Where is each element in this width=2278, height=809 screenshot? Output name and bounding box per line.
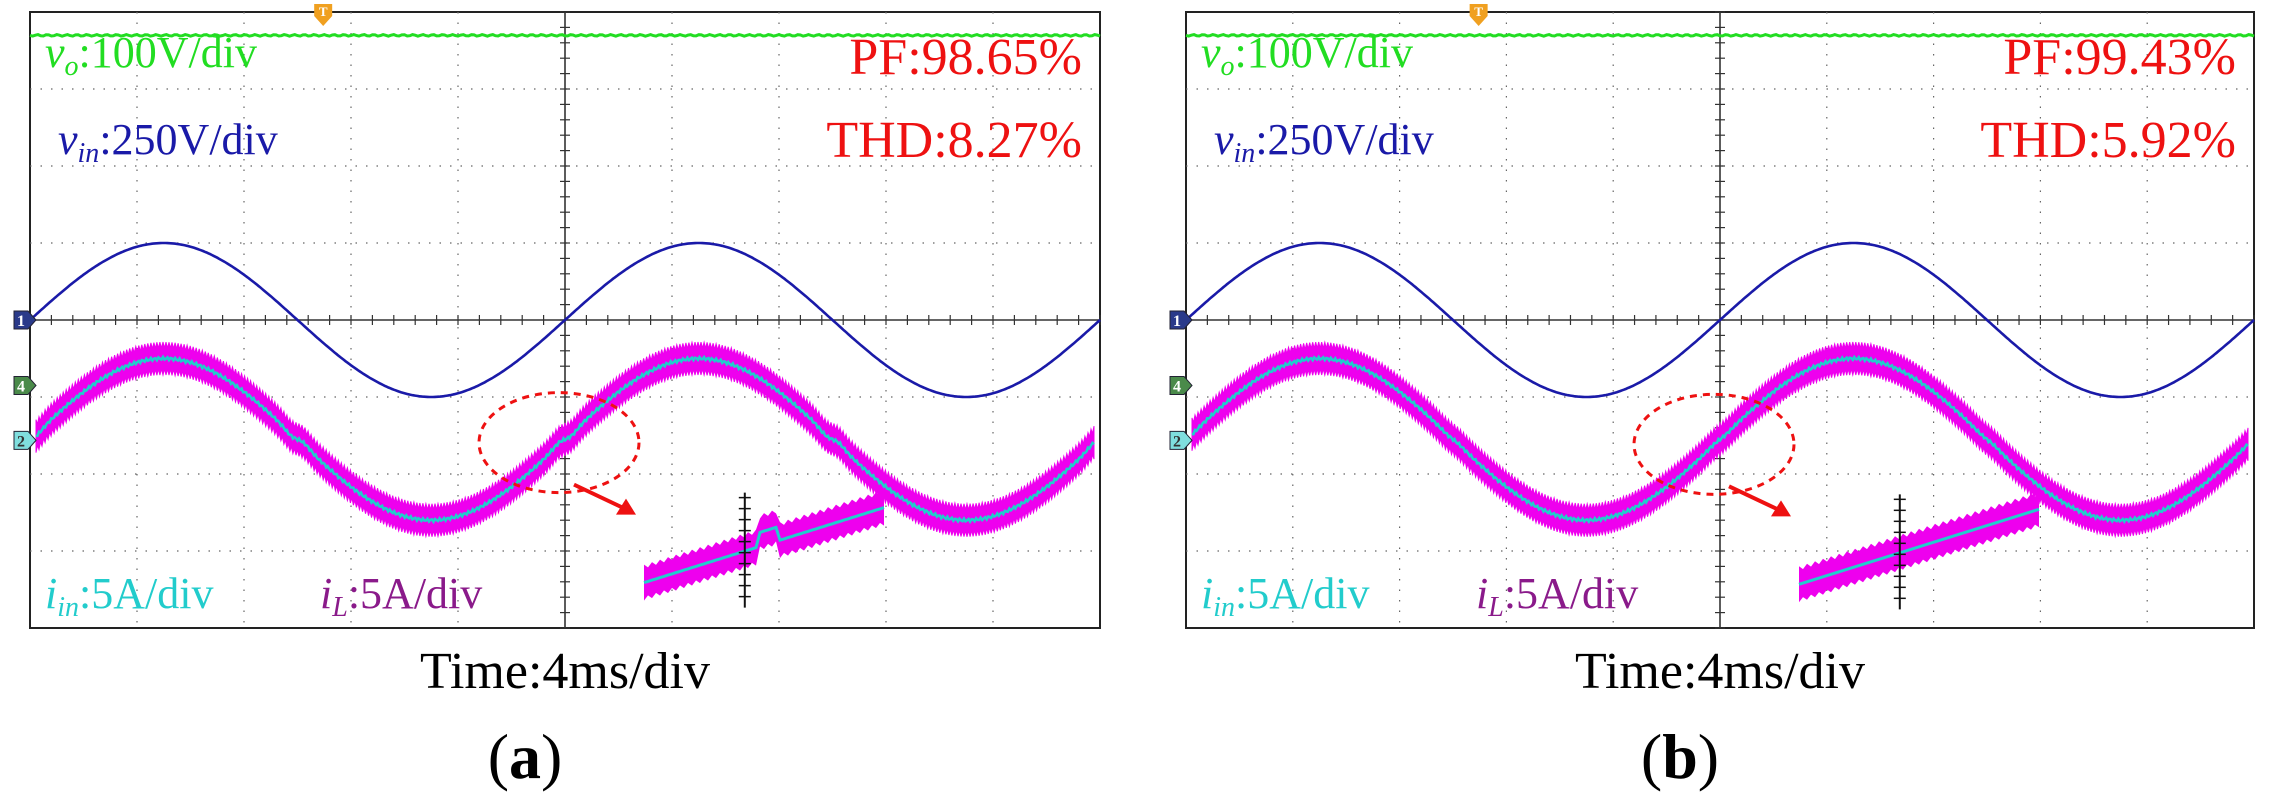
channel-marker [1169,430,1193,450]
vin-symbol: v [58,115,78,164]
vin-trace [29,241,1101,399]
iin-symbol: i [45,569,57,618]
zoom-ellipse [1632,392,1796,496]
panel-paren-close: ) [541,721,562,792]
time-label: Time:4ms/div [1575,643,1865,700]
channel-marker-label: 2 [1173,433,1181,450]
zoom-arrow [573,482,630,513]
iin-subscript: in [57,592,79,623]
iin-subscript: in [1213,592,1235,623]
scope-panel-b: 142Tvo:100V/divvin:250V/divPF:99.43%THD:… [1169,4,2255,792]
iin-symbol: i [1201,569,1213,618]
iL-scale: :5A/div [1504,569,1638,618]
channel-marker [13,430,37,450]
vo-label: vo:100V/div [1201,28,1413,82]
trigger-marker-label: T [319,4,328,19]
panel-paren-close: ) [1698,721,1719,792]
channel-marker-label: 2 [17,433,25,450]
channel-marker [1169,375,1193,395]
channel-marker-label: 1 [17,313,25,330]
pf-label: PF:98.65% [849,29,1082,86]
iin-label: iin:5A/div [1201,569,1369,623]
vo-subscript: o [1221,51,1235,82]
vo-trace [1185,33,2255,38]
vin-label: vin:250V/div [1214,115,1434,169]
vo-symbol: v [1201,28,1221,77]
iin-trace [1191,354,2249,525]
iL-symbol: i [320,569,332,618]
trigger-marker [1469,4,1488,26]
zoom-arrow [1728,484,1785,515]
vin-label: vin:250V/div [58,115,278,169]
iL-label: iL:5A/div [1476,569,1638,623]
vo-scale: :100V/div [79,28,257,77]
time-label: Time:4ms/div [420,643,710,700]
zoom-arrowhead [1771,500,1791,517]
iin-trace [35,354,1095,525]
vin-subscript: in [78,138,100,169]
panel-label: (b) [1641,721,1719,792]
vo-scale: :100V/div [1235,28,1413,77]
vo-symbol: v [45,28,65,77]
inset-iL [644,489,884,601]
zoom-ellipse [477,391,641,495]
vo-trace [29,33,1101,38]
panel-paren-open: ( [1641,721,1662,792]
pf-label: PF:99.43% [2003,29,2236,86]
channel-marker [13,310,37,330]
channel-marker [1169,310,1193,330]
iL-symbol: i [1476,569,1488,618]
iin-scale: :5A/div [79,569,213,618]
scope-panel-a: 142Tvo:100V/divvin:250V/divPF:98.65%THD:… [13,4,1101,792]
channel-marker-label: 4 [17,378,25,395]
inset-iin [643,506,885,585]
iL-subscript: L [1487,592,1504,623]
thd-label: THD:8.27% [826,112,1082,169]
inset-iin [1798,507,2040,586]
iL-scale: :5A/div [348,569,482,618]
panel-letter: b [1662,721,1698,792]
iL-subscript: L [331,592,348,623]
vin-scale: :250V/div [1255,115,1433,164]
channel-marker-label: 1 [1173,313,1181,330]
iL-label: iL:5A/div [320,569,482,623]
channel-marker-label: 4 [1173,378,1181,395]
panel-label: (a) [488,721,563,792]
vo-label: vo:100V/div [45,28,257,82]
vo-subscript: o [65,51,79,82]
vin-scale: :250V/div [99,115,277,164]
vin-subscript: in [1234,138,1256,169]
panel-letter: a [509,721,541,792]
thd-label: THD:5.92% [1980,112,2236,169]
iin-scale: :5A/div [1235,569,1369,618]
trigger-marker-label: T [1474,4,1483,19]
channel-marker [13,375,37,395]
vin-symbol: v [1214,115,1234,164]
vin-trace [1185,241,2255,399]
zoom-arrowhead [616,498,636,515]
panel-paren-open: ( [488,721,509,792]
trigger-marker [314,4,333,26]
iin-label: iin:5A/div [45,569,213,623]
